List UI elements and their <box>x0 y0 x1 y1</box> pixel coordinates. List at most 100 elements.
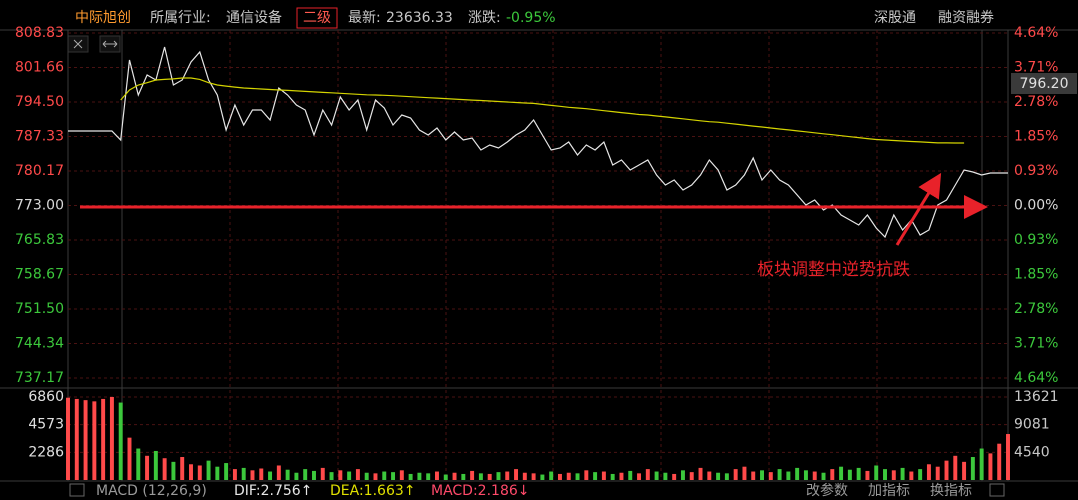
y2-tick-label: 0.93% <box>1014 163 1058 179</box>
volume-bar <box>180 457 185 480</box>
volume-bar <box>593 472 598 480</box>
volume-bar <box>74 398 79 480</box>
y-tick-label: 801.66 <box>15 60 64 76</box>
volume-bar <box>478 473 483 480</box>
y-tick-label: 4573 <box>28 417 64 433</box>
volume-bar <box>654 471 659 480</box>
volume-bar <box>997 443 1002 480</box>
volume-bar <box>285 469 290 480</box>
industry[interactable]: 通信设备 <box>226 9 282 26</box>
volume-bar <box>601 471 606 480</box>
volume-bar <box>101 398 106 480</box>
volume-bar <box>742 466 747 480</box>
y2-tick-label: 3.71% <box>1014 60 1058 76</box>
volume-bar <box>760 470 764 480</box>
y2-tick-label: 3.71% <box>1014 335 1058 351</box>
volume-bar <box>610 473 615 480</box>
y-tick-label: 737.17 <box>15 370 64 386</box>
stock-name[interactable]: 中际旭创 <box>75 10 131 26</box>
volume-bar <box>531 473 536 480</box>
annotation: 板块调整中逆势抗跌 <box>757 260 910 280</box>
expand-icon[interactable] <box>99 35 121 53</box>
volume-bar <box>988 453 993 480</box>
volume-bar <box>540 474 545 480</box>
volume-bar <box>918 469 923 480</box>
volume-bar <box>900 467 905 480</box>
volume-bar <box>189 464 193 480</box>
latest-label: 最新: <box>348 10 381 26</box>
volume-bar <box>672 473 677 480</box>
volume-bar <box>803 470 808 480</box>
y-tick-label: 2286 <box>28 444 64 460</box>
change: -0.95% <box>506 10 556 26</box>
link[interactable]: 融资融券 <box>938 10 994 26</box>
link[interactable]: 深股通 <box>874 10 916 26</box>
volume-bar <box>628 470 633 480</box>
volume-bar <box>566 472 571 480</box>
volume-bar <box>962 461 967 480</box>
volume-bar <box>338 470 343 480</box>
volume-bar <box>830 469 835 480</box>
volume-bar <box>944 460 949 480</box>
footer-button[interactable]: 改参数 <box>806 482 848 499</box>
volume-bar <box>109 397 114 480</box>
volume-bar <box>953 455 958 480</box>
close-icon[interactable] <box>67 35 89 53</box>
volume-bar <box>417 472 422 480</box>
volume-bar <box>575 473 580 480</box>
y2-tick-label: 0.93% <box>1014 232 1058 248</box>
latest: 23636.33 <box>386 10 453 26</box>
volume-bar <box>935 466 940 480</box>
volume-bar <box>1006 434 1010 480</box>
volume-bar <box>215 466 220 480</box>
volume-bar <box>926 464 931 480</box>
footer-icon[interactable] <box>69 483 85 497</box>
volume-bar <box>786 471 791 480</box>
volume-bar <box>268 471 273 480</box>
y-tick-label: 787.33 <box>15 129 64 145</box>
volume-bar <box>162 458 167 480</box>
indicator: MACD (12,26,9) <box>96 483 207 499</box>
footer-button[interactable]: 换指标 <box>930 482 972 499</box>
volume-bar <box>373 473 378 480</box>
price-line <box>68 46 1008 239</box>
y2-tick-label: 1.85% <box>1014 266 1058 282</box>
volume-bar <box>487 473 492 480</box>
volume-bar <box>707 471 712 480</box>
y2-tick-label: 9081 <box>1014 417 1050 433</box>
y-tick-label: 773.00 <box>15 198 64 214</box>
volume-bar <box>619 472 624 480</box>
dea: DEA:1.663↑ <box>330 483 415 499</box>
volume-bar <box>470 470 475 480</box>
y-tick-label: 751.50 <box>15 301 64 317</box>
volume-bar <box>795 467 800 480</box>
macd: MACD:2.186↓ <box>431 483 530 499</box>
volume-bar <box>689 472 694 480</box>
y2-tick-label: 1.85% <box>1014 129 1058 145</box>
volume-bar <box>364 472 369 480</box>
footer-button[interactable]: 加指标 <box>868 483 910 499</box>
volume-bar <box>768 472 773 480</box>
volume-bar <box>821 472 826 480</box>
volume-bar <box>979 448 984 480</box>
volume-bar <box>303 469 308 480</box>
cursor-box <box>1011 73 1077 94</box>
volume-bar <box>259 468 264 480</box>
industry-label: 所属行业: <box>150 10 211 26</box>
volume-bar <box>153 450 158 480</box>
annotation-arrow <box>895 172 942 246</box>
volume-bar <box>250 470 255 480</box>
volume-bar <box>355 469 360 480</box>
volume-bar <box>434 471 439 480</box>
plot-layer: 808.83 801.66 794.50 787.33 780.17 773.00 765.… <box>15 25 1059 480</box>
footer-icon[interactable] <box>989 483 1005 497</box>
volume-bar <box>891 470 896 480</box>
y-tick-label: 758.67 <box>15 266 64 282</box>
volume-bar <box>136 448 141 480</box>
volume-bar <box>66 397 70 480</box>
volume-bar <box>777 469 782 480</box>
level[interactable]: 二级 <box>303 10 331 26</box>
volume-bar <box>680 470 685 480</box>
volume-bar <box>549 471 554 480</box>
y-tick-label: 808.83 <box>15 25 64 41</box>
